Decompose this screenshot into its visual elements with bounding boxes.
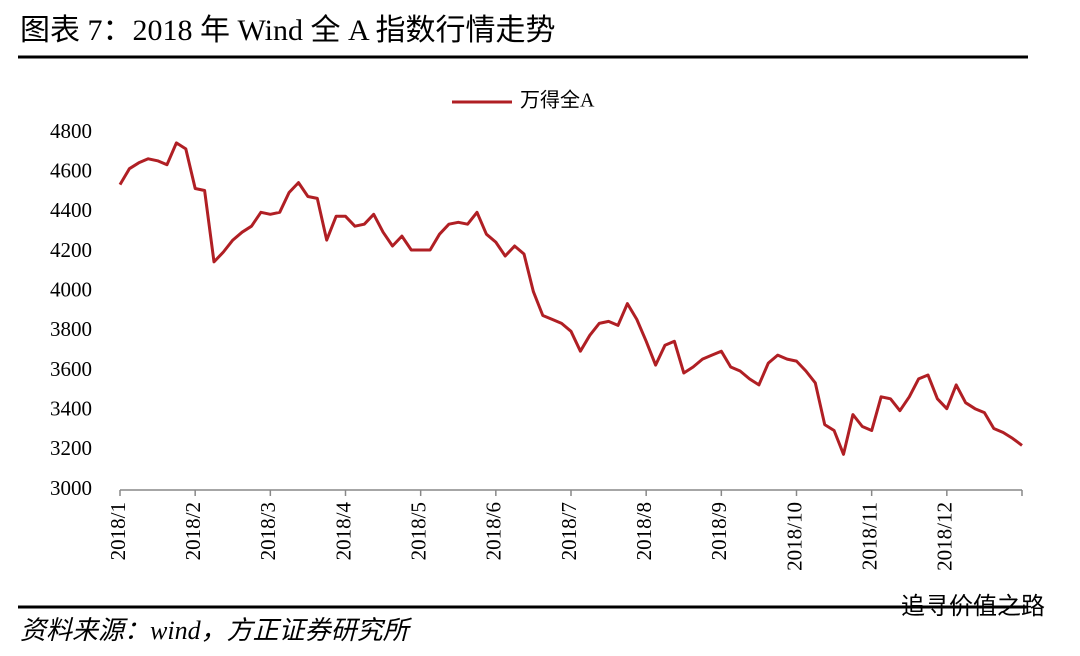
x-tick-label: 2018/3 bbox=[256, 502, 280, 560]
chart-title: 图表 7：2018 年 Wind 全 A 指数行情走势 bbox=[20, 14, 555, 47]
source: 资料来源：wind，方正证券研究所 bbox=[20, 616, 413, 645]
y-tick-label: 4600 bbox=[50, 158, 92, 182]
x-tick-label: 2018/1 bbox=[106, 502, 130, 560]
y-tick-label: 3400 bbox=[50, 396, 92, 420]
y-tick-label: 3800 bbox=[50, 317, 92, 341]
y-tick-label: 4400 bbox=[50, 198, 92, 222]
x-tick-label: 2018/10 bbox=[782, 502, 806, 571]
y-tick-label: 4800 bbox=[50, 119, 92, 143]
x-tick-label: 2018/11 bbox=[857, 502, 881, 570]
x-tick-label: 2018/6 bbox=[482, 502, 506, 560]
x-tick-label: 2018/9 bbox=[707, 502, 731, 560]
line bbox=[118, 141, 1023, 456]
y-tick-label: 3000 bbox=[50, 476, 92, 500]
x-tick-label: 2018/12 bbox=[933, 502, 957, 571]
legend-label: 万得全A bbox=[520, 89, 595, 112]
x-tick-label: 2018/4 bbox=[331, 502, 355, 561]
x-tick-label: 2018/5 bbox=[406, 502, 430, 560]
y-tick-label: 3200 bbox=[50, 436, 92, 460]
y-tick-label: 4200 bbox=[50, 238, 92, 262]
y-tick-label: 4000 bbox=[50, 277, 92, 301]
watermark: 追寻价值之路 bbox=[901, 592, 1045, 620]
x-tick-label: 2018/2 bbox=[181, 502, 205, 560]
x-tick-label: 2018/7 bbox=[557, 502, 581, 560]
x-tick-label: 2018/8 bbox=[632, 502, 656, 560]
y-tick-label: 3600 bbox=[50, 357, 92, 381]
